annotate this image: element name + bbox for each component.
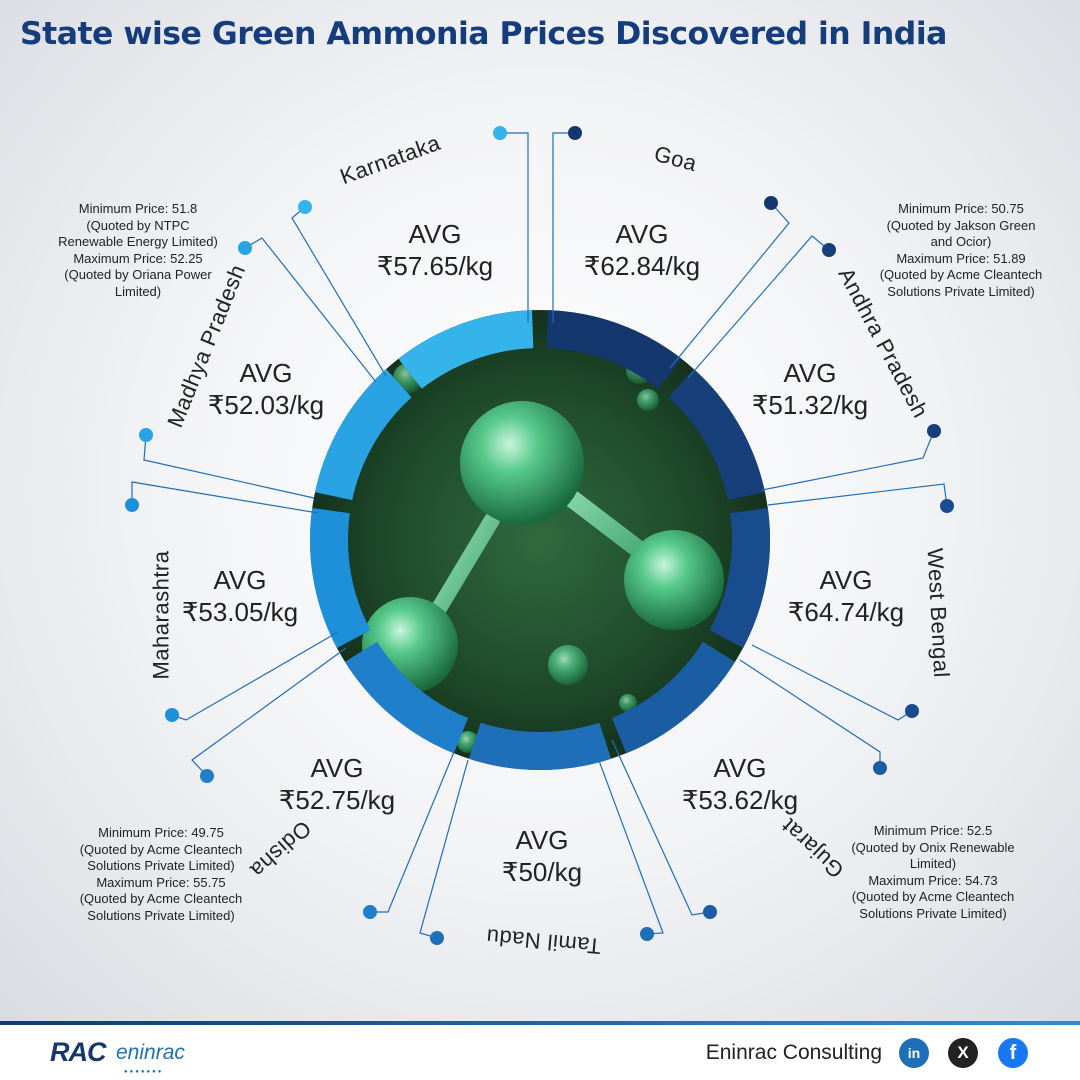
note-line: Limited) [909, 856, 957, 871]
footer: RAC eninrac ●●●●●●● Eninrac Consulting i… [0, 1025, 1080, 1080]
avg-value: ₹52.75/kg [278, 785, 396, 815]
connector-maharashtra-2 [131, 481, 319, 514]
note-odisha: Minimum Price: 49.75 (Quoted by Acme Cle… [48, 825, 274, 924]
page-title: State wise Green Ammonia Prices Discover… [20, 16, 947, 52]
note-line: Limited) [114, 283, 162, 299]
ring-segment-maharashtra [310, 507, 371, 648]
logo-dots: ●●●●●●● [124, 1069, 164, 1075]
note-line: (Quoted by NTPC [86, 217, 190, 233]
ring-segment-andhra-pradesh [668, 369, 765, 501]
note-line: Minimum Price: 51.8 [78, 201, 198, 216]
logo-eninrac-text: eninrac [116, 1041, 185, 1064]
note-gujarat: Minimum Price: 52.5 (Quoted by Onix Rene… [820, 823, 1046, 922]
avg-label: AVG [310, 753, 364, 783]
avg-label: AVG [408, 219, 462, 249]
connector-andhra [687, 235, 830, 379]
avg-value: ₹53.62/kg [681, 785, 799, 815]
avg-value: ₹57.65/kg [376, 251, 494, 281]
linkedin-icon[interactable]: in [899, 1038, 929, 1068]
avg-label: AVG [783, 358, 837, 388]
note-andhra-pradesh: Minimum Price: 50.75 (Quoted by Jakson G… [848, 201, 1074, 300]
x-icon[interactable]: X [948, 1038, 978, 1068]
avg-value: ₹62.84/kg [583, 251, 701, 281]
eninrac-logo: RAC eninrac ●●●●●●● [46, 1035, 196, 1075]
note-line: Minimum Price: 50.75 [898, 201, 1024, 216]
note-line: (Quoted by Acme Cleantech [879, 267, 1043, 282]
note-line: and Ocior) [930, 234, 992, 249]
avg-value: ₹53.05/kg [181, 597, 299, 627]
note-line: Solutions Private Limited) [859, 905, 1007, 921]
logo-rac-text: RAC [50, 1037, 106, 1067]
avg-tamil-nadu: AVG ₹50/kg [442, 824, 642, 888]
avg-label: AVG [713, 753, 767, 783]
note-line: (Quoted by Jakson Green [886, 217, 1036, 233]
connector-westbengal-2 [751, 644, 913, 721]
avg-odisha: AVG ₹52.75/kg [237, 752, 437, 816]
avg-value: ₹51.32/kg [751, 390, 869, 420]
note-line: Maximum Price: 52.25 [73, 250, 203, 266]
ring-segment-odisha [344, 641, 469, 754]
avg-label: AVG [819, 565, 873, 595]
avg-west-bengal: AVG ₹64.74/kg [746, 564, 946, 628]
avg-value: ₹50/kg [501, 857, 583, 887]
ring-segment-gujarat [611, 641, 736, 754]
ring-segment-tamil-nadu [468, 722, 612, 770]
ring-segment-west-bengal [709, 507, 770, 648]
state-maharashtra: Maharashtra [148, 550, 174, 680]
price-wheel [125, 126, 954, 945]
note-line: Solutions Private Limited) [87, 858, 235, 873]
note-line: Maximum Price: 51.89 [896, 250, 1026, 266]
ring-segment-karnataka [398, 310, 534, 389]
avg-label: AVG [615, 219, 669, 249]
avg-maharashtra: AVG ₹53.05/kg [140, 564, 340, 628]
connector-maharashtra [171, 631, 339, 721]
avg-goa: AVG ₹62.84/kg [542, 218, 742, 282]
connector-dots [125, 126, 954, 945]
note-line: Maximum Price: 55.75 [96, 874, 226, 890]
facebook-icon[interactable]: f [998, 1038, 1028, 1068]
note-line: (Quoted by Oriana Power [64, 267, 212, 282]
note-line: Minimum Price: 49.75 [98, 825, 224, 840]
ring-segment-madhya-pradesh [315, 369, 412, 501]
connector-goa-2 [669, 202, 790, 369]
company-name: Eninrac Consulting [705, 1041, 882, 1064]
connector-andhra-2 [761, 430, 935, 491]
avg-label: AVG [515, 825, 569, 855]
note-line: (Quoted by Onix Renewable [851, 839, 1015, 855]
connector-goa [552, 132, 575, 323]
connector-madhyapradesh [143, 434, 315, 499]
ring [310, 310, 770, 770]
avg-madhya-pradesh: AVG ₹52.03/kg [166, 357, 366, 421]
note-line: Minimum Price: 52.5 [873, 823, 993, 838]
connector-odisha-2 [191, 647, 347, 777]
connector-westbengal [767, 483, 948, 507]
avg-label: AVG [239, 358, 293, 388]
footer-divider [0, 1021, 1080, 1025]
note-line: Renewable Energy Limited) [58, 234, 218, 249]
avg-value: ₹52.03/kg [207, 390, 325, 420]
note-line: Maximum Price: 54.73 [868, 872, 998, 888]
note-madhya-pradesh: Minimum Price: 51.8 (Quoted by NTPC Rene… [22, 201, 254, 300]
ring-segment-goa [546, 310, 682, 389]
avg-value: ₹64.74/kg [787, 597, 905, 627]
connector-karnataka [500, 132, 529, 323]
note-line: (Quoted by Acme Cleantech [851, 889, 1015, 904]
note-line: Solutions Private Limited) [87, 907, 235, 923]
avg-label: AVG [213, 565, 267, 595]
avg-karnataka: AVG ₹57.65/kg [335, 218, 535, 282]
avg-andhra-pradesh: AVG ₹51.32/kg [710, 357, 910, 421]
avg-gujarat: AVG ₹53.62/kg [640, 752, 840, 816]
note-line: (Quoted by Acme Cleantech [79, 841, 243, 857]
note-line: Solutions Private Limited) [887, 283, 1035, 299]
note-line: (Quoted by Acme Cleantech [79, 891, 243, 906]
